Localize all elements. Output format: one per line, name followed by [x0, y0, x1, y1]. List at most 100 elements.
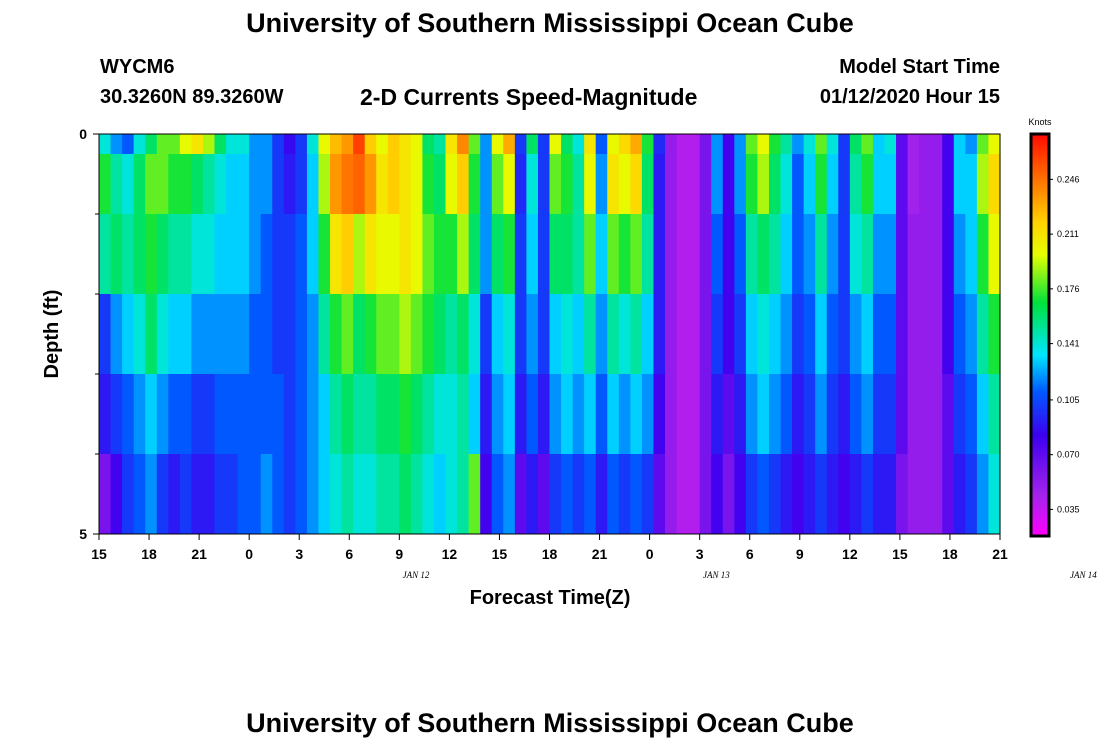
heatmap-cell	[376, 374, 389, 455]
heatmap-cell	[526, 154, 539, 215]
heatmap-cell	[306, 294, 320, 375]
heatmap-cell	[757, 134, 770, 155]
heatmap-cell	[237, 214, 250, 295]
heatmap-cell	[341, 214, 354, 295]
colorbar-gradient	[1029, 132, 1051, 538]
heatmap-cell	[537, 134, 551, 155]
heatmap-cell	[422, 154, 435, 215]
heatmap-cells	[99, 134, 1001, 535]
heatmap-cell	[641, 134, 655, 155]
heatmap-cell	[318, 374, 331, 455]
heatmap-cell	[826, 134, 839, 155]
heatmap-cell	[399, 214, 412, 295]
colorbar-tick-label: 0.070	[1057, 450, 1080, 460]
heatmap-cell	[561, 374, 574, 455]
heatmap-cell	[699, 454, 712, 535]
heatmap-cell	[630, 374, 643, 455]
heatmap-cell	[907, 154, 920, 215]
heatmap-cell	[364, 214, 377, 295]
heatmap-cell	[260, 294, 273, 375]
heatmap-cell	[237, 154, 250, 215]
heatmap-cell	[792, 214, 805, 295]
heatmap-cell	[503, 214, 516, 295]
heatmap-cell	[549, 214, 562, 295]
heatmap-cell	[653, 134, 666, 155]
heatmap-cell	[849, 214, 862, 295]
heatmap-cell	[353, 214, 366, 295]
heatmap-cell	[965, 154, 978, 215]
heatmap-cell	[653, 154, 666, 215]
heatmap-cell	[872, 154, 886, 215]
heatmap-cell	[191, 214, 204, 295]
heatmap-cell	[237, 134, 250, 155]
heatmap-cell	[976, 454, 990, 535]
heatmap-cell	[387, 374, 400, 455]
heatmap-cell	[711, 374, 724, 455]
heatmap-cell	[861, 214, 874, 295]
heatmap-cell	[503, 454, 516, 535]
heatmap-cell	[514, 214, 527, 295]
x-date-label: JAN 14	[1070, 570, 1097, 580]
heatmap-cell	[445, 214, 458, 295]
heatmap-cell	[595, 214, 608, 295]
heatmap-cell	[976, 294, 990, 375]
heatmap-cell	[561, 294, 574, 375]
heatmap-cell	[457, 374, 470, 455]
heatmap-cell	[156, 374, 169, 455]
heatmap-cell	[907, 214, 920, 295]
heatmap-cell	[607, 454, 620, 535]
heatmap-cell	[953, 374, 966, 455]
heatmap-cell	[295, 154, 308, 215]
heatmap-cell	[110, 454, 123, 535]
heatmap-cell	[572, 214, 585, 295]
heatmap-cell	[884, 454, 897, 535]
heatmap-cell	[237, 294, 250, 375]
heatmap-cell	[318, 134, 331, 155]
heatmap-cell	[757, 454, 770, 535]
heatmap-cell	[110, 214, 123, 295]
heatmap-cell	[849, 374, 862, 455]
heatmap-cell	[734, 134, 747, 155]
x-tick-label: 0	[245, 546, 253, 562]
heatmap-cell	[838, 134, 851, 155]
heatmap-cell	[526, 214, 539, 295]
heatmap-cell	[179, 154, 193, 215]
heatmap-cell	[168, 134, 181, 155]
heatmap-cell	[953, 454, 966, 535]
heatmap-cell	[514, 294, 527, 375]
heatmap-cell	[792, 294, 805, 375]
heatmap-cell	[122, 214, 135, 295]
heatmap-cell	[988, 134, 1001, 155]
heatmap-cell	[722, 134, 735, 155]
heatmap-cell	[364, 374, 377, 455]
heatmap-cell	[618, 154, 631, 215]
colorbar: Knots 0.246 0.211 0.176 0.141 0.105 0.070 0.035	[1028, 117, 1080, 538]
heatmap-cell	[607, 134, 620, 155]
x-tick-label: 18	[542, 546, 558, 562]
heatmap-cell	[896, 374, 909, 455]
heatmap-cell	[191, 134, 204, 155]
heatmap-cell	[872, 134, 886, 155]
heatmap-cell	[907, 374, 920, 455]
heatmap-cell	[156, 134, 169, 155]
heatmap-cell	[260, 134, 273, 155]
heatmap-cell	[665, 134, 678, 155]
heatmap-cell	[341, 154, 354, 215]
heatmap-cell	[699, 154, 712, 215]
heatmap-cell	[503, 294, 516, 375]
heatmap-cell	[780, 154, 793, 215]
heatmap-cell	[942, 154, 955, 215]
heatmap-cell	[919, 294, 932, 375]
heatmap-cell	[803, 374, 816, 455]
heatmap-cell	[376, 454, 389, 535]
heatmap-cell	[722, 294, 735, 375]
heatmap-cell	[445, 154, 458, 215]
heatmap-cell	[468, 154, 481, 215]
heatmap-cell	[919, 374, 932, 455]
heatmap-cell	[884, 294, 897, 375]
heatmap-cell	[202, 154, 216, 215]
heatmap-cell	[445, 294, 458, 375]
heatmap-cell	[884, 134, 897, 155]
heatmap-cell	[641, 454, 655, 535]
heatmap-cell	[133, 374, 146, 455]
